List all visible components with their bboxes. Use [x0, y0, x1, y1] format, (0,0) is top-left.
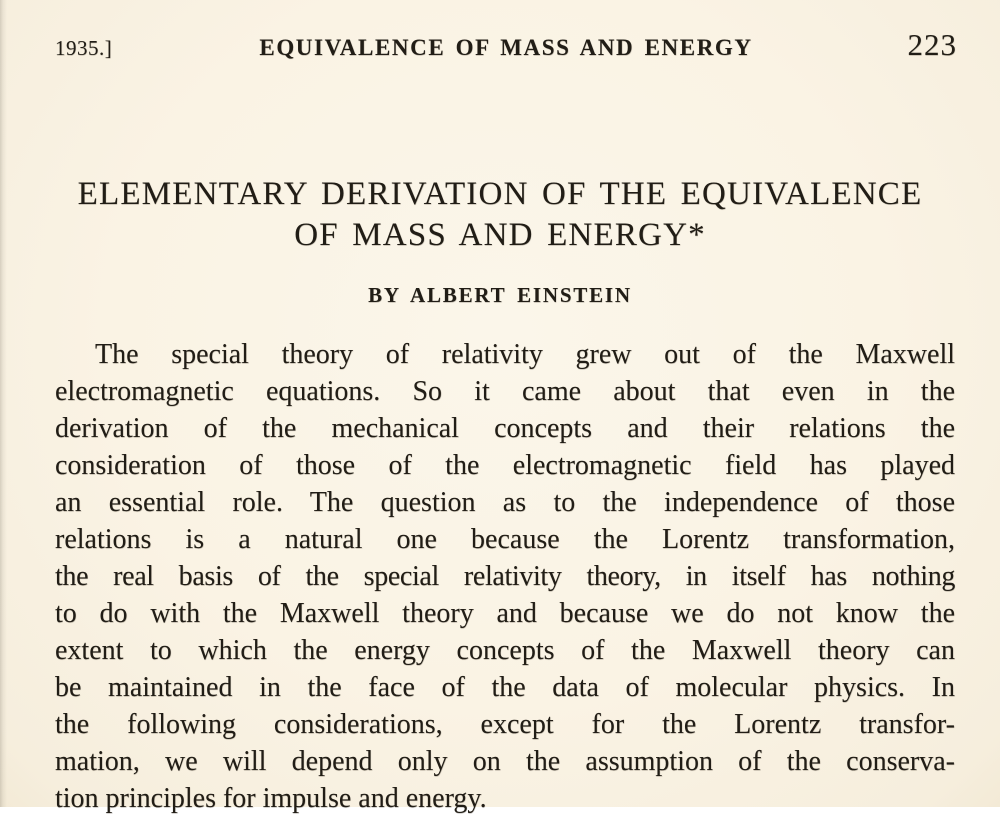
article-title-line-2: OF MASS AND ENERGY*: [294, 217, 706, 253]
paragraph-line: electromagnetic equations. So it came ab…: [55, 376, 955, 407]
running-title: EQUIVALENCE OF MASS AND ENERGY: [259, 35, 753, 60]
paragraph-line: the real basis of the special relativity…: [55, 561, 955, 592]
paragraph-line: to do with the Maxwell theory and becaus…: [55, 598, 955, 629]
paragraph-line: be maintained in the face of the data of…: [55, 672, 955, 703]
paragraph: The special theory of relativity grew ou…: [55, 336, 955, 817]
byline: BY ALBERT EINSTEIN: [368, 283, 632, 307]
article-title-line-1: ELEMENTARY DERIVATION OF THE EQUIVALENCE: [77, 176, 923, 212]
page-number: 223: [907, 27, 957, 62]
paragraph-line: an essential role. The question as to th…: [55, 487, 955, 518]
paragraph-line: relations is a natural one because the L…: [55, 524, 955, 555]
paragraph-line: The special theory of relativity grew ou…: [95, 339, 955, 370]
paragraph-line: the following considerations, except for…: [55, 709, 955, 740]
paragraph-line: consideration of those of the electromag…: [55, 450, 955, 481]
paragraph-line: derivation of the mechanical concepts an…: [55, 413, 955, 444]
paragraph-line: mation, we will depend only on the assum…: [55, 746, 955, 777]
paragraph-line: extent to which the energy concepts of t…: [55, 635, 955, 666]
article-title: ELEMENTARY DERIVATION OF THE EQUIVALENCE…: [0, 174, 1000, 256]
paragraph-line: tion principles for impulse and energy.: [55, 783, 487, 814]
running-header: 1935.] EQUIVALENCE OF MASS AND ENERGY 22…: [0, 0, 1000, 63]
journal-date: 1935.]: [55, 36, 113, 60]
